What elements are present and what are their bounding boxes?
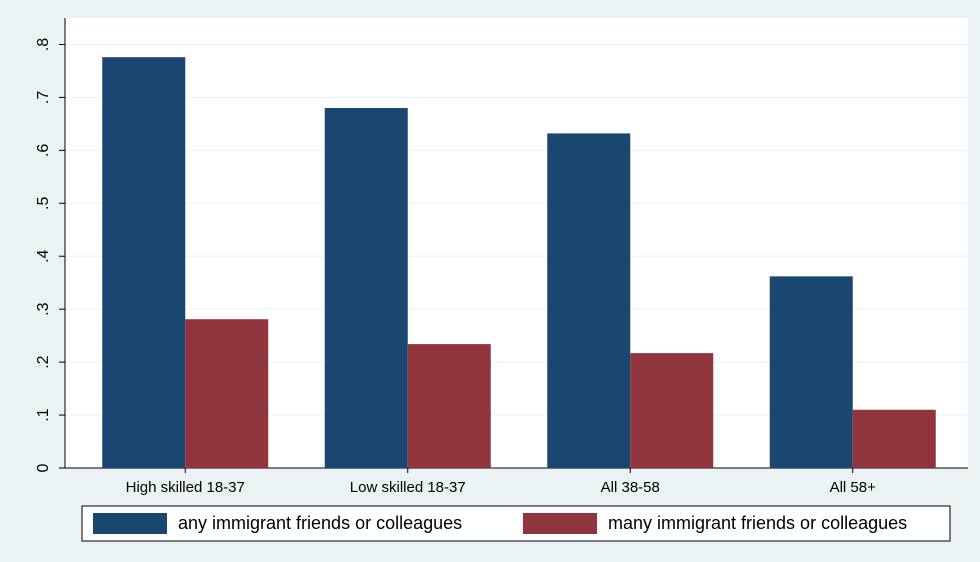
x-tick-label: High skilled 18-37	[126, 479, 245, 496]
legend-swatch	[523, 513, 597, 534]
y-tick-label: .2	[35, 355, 52, 368]
bar	[102, 57, 186, 468]
x-tick-label: Low skilled 18-37	[350, 479, 466, 496]
bar	[407, 344, 491, 468]
legend-label: many immigrant friends or colleagues	[608, 513, 907, 533]
bar	[547, 133, 631, 469]
y-tick-label: .6	[35, 144, 52, 157]
y-tick-label: .1	[35, 408, 52, 421]
bar	[769, 276, 853, 468]
y-tick-label: .3	[35, 302, 52, 315]
y-tick-label: .4	[35, 249, 52, 262]
legend	[81, 505, 951, 542]
y-tick-label: .7	[35, 91, 52, 104]
legend-swatch	[93, 513, 167, 534]
legend-label: any immigrant friends or colleagues	[178, 513, 462, 533]
y-tick-label: .5	[35, 197, 52, 210]
y-tick-label: .8	[35, 38, 52, 51]
bar	[852, 409, 936, 468]
x-tick-label: All 58+	[830, 479, 877, 496]
y-tick-label: 0	[35, 463, 52, 472]
x-tick-label: All 38-58	[601, 479, 660, 496]
bar	[185, 319, 269, 468]
bar	[630, 353, 714, 468]
bar	[324, 108, 408, 468]
